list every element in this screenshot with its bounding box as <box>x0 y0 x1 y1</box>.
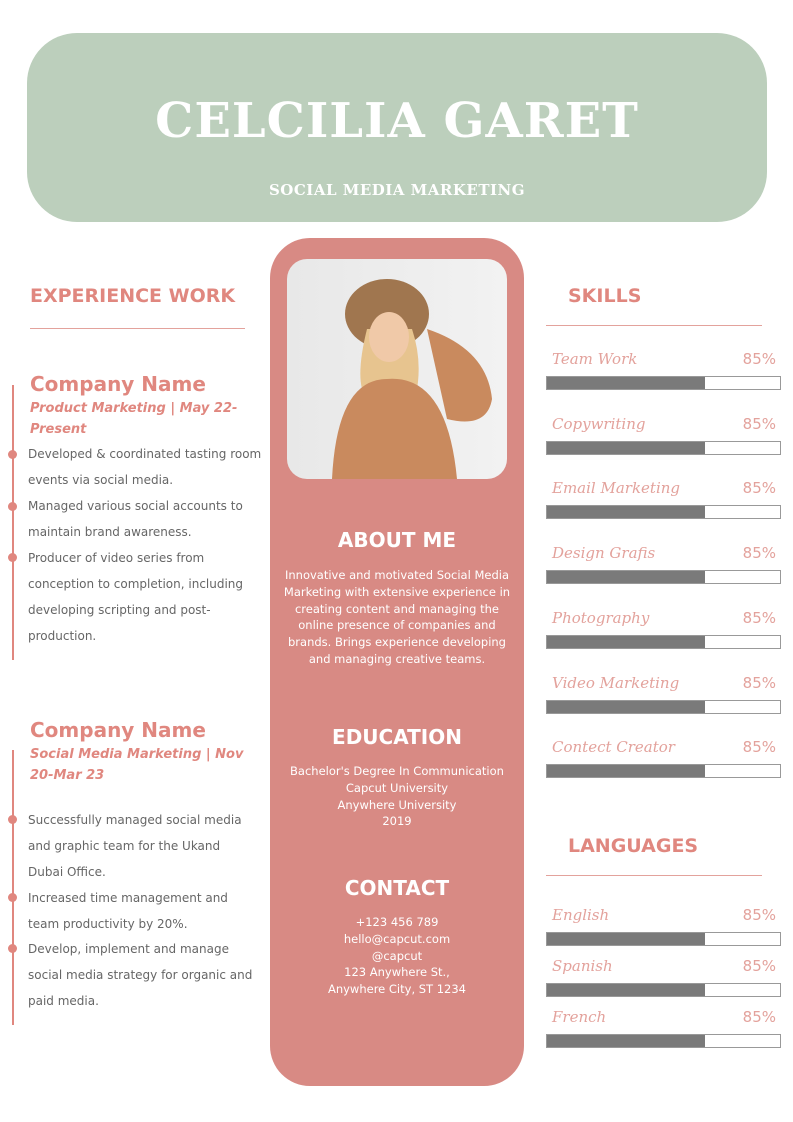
university: Capcut University <box>345 780 449 795</box>
skill-bar-fill <box>547 441 706 454</box>
job-bullet: Increased time management and team produ… <box>28 891 228 931</box>
bullet-dot <box>8 553 17 562</box>
job-bullet: Producer of video series from conception… <box>28 551 244 643</box>
language-item: French 85% <box>552 1008 776 1026</box>
address-line-2: Anywhere City, ST 1234 <box>327 982 467 997</box>
language-percent: 85% <box>742 1008 776 1026</box>
skill-bar-fill <box>547 506 706 519</box>
language-name: French <box>552 1008 607 1026</box>
contact-details: +123 456 789 hello@capcut.com @capcut 12… <box>280 914 514 998</box>
languages-heading: LANGUAGES <box>568 835 699 857</box>
skill-bar-fill <box>547 635 706 648</box>
skill-percent: 85% <box>742 673 776 692</box>
job-bullet: Successfully managed social media and gr… <box>28 813 242 879</box>
bullet-dot <box>8 450 17 459</box>
job-bullet: Managed various social accounts to maint… <box>28 499 243 539</box>
language-bar-fill <box>547 984 706 996</box>
skill-item: Contect Creator 85% <box>552 738 776 756</box>
skill-percent: 85% <box>742 608 776 627</box>
social-handle: @capcut <box>371 948 423 963</box>
contact-heading: CONTACT <box>344 876 450 900</box>
skill-bar <box>546 505 781 520</box>
company-name: Company Name <box>30 372 206 396</box>
about-heading: ABOUT ME <box>337 528 457 552</box>
skill-item: Email Marketing 85% <box>552 479 776 497</box>
skill-name: Video Marketing <box>552 673 680 692</box>
skill-percent: 85% <box>742 414 776 433</box>
divider <box>546 325 762 326</box>
language-percent: 85% <box>742 906 776 924</box>
university-location: Anywhere University <box>337 797 457 812</box>
divider <box>30 328 245 329</box>
skill-bar <box>546 634 781 649</box>
timeline-line <box>12 750 14 1025</box>
skill-percent: 85% <box>742 738 776 757</box>
language-bar-fill <box>547 1035 706 1047</box>
degree: Bachelor's Degree In Communication <box>290 764 504 778</box>
language-name: English <box>552 906 610 924</box>
bullet-dot <box>8 815 17 824</box>
job-bullet: Develop, implement and manage social med… <box>28 942 253 1008</box>
skill-bar-fill <box>547 377 706 389</box>
skill-name: Team Work <box>552 350 638 368</box>
skill-bar <box>546 764 781 779</box>
bullet-dot <box>8 893 17 902</box>
job-subtitle: Product Marketing | May 22-Present <box>30 401 238 437</box>
skill-item: Video Marketing 85% <box>552 674 776 692</box>
header-banner: CELCILIA GARET SOCIAL MEDIA MARKETING <box>27 33 767 222</box>
skill-item: Design Grafis 85% <box>552 544 776 562</box>
skill-bar <box>546 376 781 390</box>
language-percent: 85% <box>742 957 776 975</box>
profile-photo <box>287 259 507 479</box>
bullet-dot <box>8 502 17 511</box>
language-bar <box>546 983 781 997</box>
divider <box>546 875 762 876</box>
language-bar <box>546 932 781 946</box>
language-name: Spanish <box>552 957 613 975</box>
skills-heading: SKILLS <box>568 285 642 307</box>
candidate-role: SOCIAL MEDIA MARKETING <box>268 181 526 199</box>
skill-name: Photography <box>552 608 650 627</box>
skill-item: Team Work 85% <box>552 350 776 368</box>
skill-percent: 85% <box>742 544 776 563</box>
email: hello@capcut.com <box>343 931 451 946</box>
skill-bar <box>546 440 781 455</box>
graduation-year: 2019 <box>382 814 412 829</box>
skill-percent: 85% <box>742 350 776 368</box>
timeline-line <box>12 385 14 660</box>
phone: +123 456 789 <box>355 915 439 929</box>
language-bar <box>546 1034 781 1048</box>
skill-name: Copywriting <box>552 414 646 433</box>
candidate-name: CELCILIA GARET <box>155 93 639 149</box>
skill-bar-fill <box>547 700 706 713</box>
education-heading: EDUCATION <box>332 725 462 749</box>
skill-bar-fill <box>547 765 706 778</box>
language-item: English 85% <box>552 906 776 924</box>
language-item: Spanish 85% <box>552 957 776 975</box>
job-subtitle: Social Media Marketing | Nov 20-Mar 23 <box>30 747 244 783</box>
skill-name: Design Grafis <box>552 544 656 563</box>
center-panel: ABOUT ME Innovative and motivated Social… <box>270 238 524 1086</box>
experience-heading: EXPERIENCE WORK <box>30 285 236 307</box>
address-line-1: 123 Anywhere St., <box>344 965 450 980</box>
education-details: Bachelor's Degree In Communication Capcu… <box>280 763 514 830</box>
skill-name: Email Marketing <box>552 479 681 498</box>
skill-bar-fill <box>547 571 706 584</box>
skill-name: Contect Creator <box>552 738 675 757</box>
skill-item: Photography 85% <box>552 609 776 627</box>
skill-percent: 85% <box>742 479 776 498</box>
skill-item: Copywriting 85% <box>552 415 776 433</box>
skill-bar <box>546 570 781 585</box>
language-bar-fill <box>547 933 706 945</box>
bullet-dot <box>8 944 17 953</box>
skill-bar <box>546 699 781 714</box>
company-name: Company Name <box>30 718 206 742</box>
about-text: Innovative and motivated Social Media Ma… <box>283 568 511 666</box>
job-bullet: Developed & coordinated tasting room eve… <box>28 447 262 487</box>
